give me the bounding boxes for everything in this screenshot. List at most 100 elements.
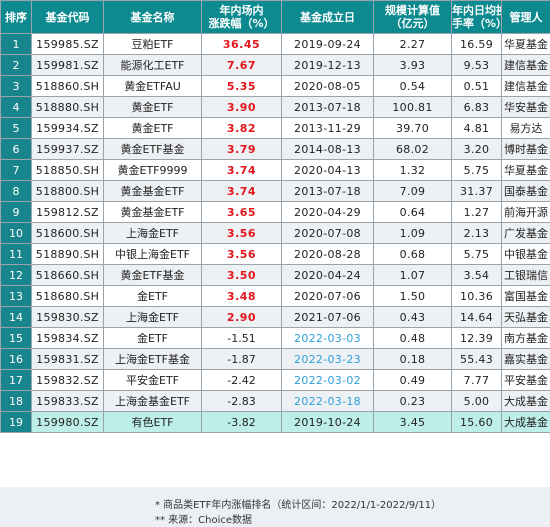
row-rank: 17 [0, 369, 32, 391]
table-row: 8 518800.SH 黄金基金ETF 3.74 2013-07-18 7.09… [0, 180, 550, 202]
header-turnover: 年内日均换 手率（%） [451, 0, 502, 34]
highlighted-table-row: 19 159980.SZ 有色ETF -3.82 2019-10-24 3.45… [0, 411, 550, 433]
row-turnover: 5.00 [451, 390, 502, 412]
table-footer: * 商品类ETF年内涨幅排名（统计区间：2022/1/1-2022/9/11） … [0, 487, 550, 527]
table-row: 13 518680.SH 金ETF 3.48 2020-07-06 1.50 1… [0, 285, 550, 307]
row-turnover: 10.36 [451, 285, 502, 307]
row-change: -3.82 [201, 411, 282, 433]
row-fund-name: 金ETF [103, 327, 202, 349]
table-row: 7 518850.SH 黄金ETF9999 3.74 2020-04-13 1.… [0, 159, 550, 181]
row-manager: 富国基金 [501, 285, 550, 307]
row-size: 1.07 [373, 264, 452, 286]
table-header-row: 排序 基金代码 基金名称 年内场内 涨跌幅（%） 基金成立日 规模计算值 （亿元… [0, 0, 550, 34]
row-manager: 博时基金 [501, 138, 550, 160]
row-turnover: 6.83 [451, 96, 502, 118]
row-manager: 建信基金 [501, 54, 550, 76]
row-change: 3.74 [201, 159, 282, 181]
row-rank: 8 [0, 180, 32, 202]
row-fund-name: 黄金ETF9999 [103, 159, 202, 181]
row-turnover: 3.54 [451, 264, 502, 286]
row-manager: 工银瑞信 [501, 264, 550, 286]
row-inception-date: 2019-12-13 [281, 54, 374, 76]
row-code: 518880.SH [31, 96, 104, 118]
row-size: 1.32 [373, 159, 452, 181]
row-rank: 14 [0, 306, 32, 328]
row-turnover: 3.20 [451, 138, 502, 160]
row-inception-date: 2013-07-18 [281, 180, 374, 202]
row-turnover: 1.27 [451, 201, 502, 223]
row-code: 159830.SZ [31, 306, 104, 328]
row-change: 36.45 [201, 33, 282, 55]
row-turnover: 55.43 [451, 348, 502, 370]
row-rank: 18 [0, 390, 32, 412]
row-manager: 广发基金 [501, 222, 550, 244]
row-code: 518680.SH [31, 285, 104, 307]
header-size-line2: （亿元） [390, 17, 435, 30]
row-change: 3.56 [201, 243, 282, 265]
row-size: 100.81 [373, 96, 452, 118]
row-size: 7.09 [373, 180, 452, 202]
row-manager: 平安基金 [501, 369, 550, 391]
row-manager: 天弘基金 [501, 306, 550, 328]
header-date: 基金成立日 [281, 0, 374, 34]
row-manager: 易方达 [501, 117, 550, 139]
row-rank: 4 [0, 96, 32, 118]
row-change: -2.83 [201, 390, 282, 412]
row-turnover: 15.60 [451, 411, 502, 433]
row-code: 159833.SZ [31, 390, 104, 412]
row-inception-date: 2020-08-28 [281, 243, 374, 265]
table-row: 12 518660.SH 黄金ETF基金 3.50 2020-04-24 1.0… [0, 264, 550, 286]
footnote-data-source: ** 来源：Choice数据 [155, 515, 253, 526]
table-row: 4 518880.SH 黄金ETF 3.90 2013-07-18 100.81… [0, 96, 550, 118]
header-change-line2: 涨跌幅（%） [208, 17, 275, 30]
table-row: 16 159831.SZ 上海金ETF基金 -1.87 2022-03-23 0… [0, 348, 550, 370]
row-turnover: 5.75 [451, 243, 502, 265]
row-size: 0.48 [373, 327, 452, 349]
row-inception-date: 2013-11-29 [281, 117, 374, 139]
row-rank: 9 [0, 201, 32, 223]
row-code: 518860.SH [31, 75, 104, 97]
row-change: 3.82 [201, 117, 282, 139]
row-size: 1.50 [373, 285, 452, 307]
row-manager: 华夏基金 [501, 159, 550, 181]
row-change: 7.67 [201, 54, 282, 76]
row-size: 0.54 [373, 75, 452, 97]
row-rank: 13 [0, 285, 32, 307]
row-inception-date: 2020-04-29 [281, 201, 374, 223]
row-manager: 大成基金 [501, 390, 550, 412]
footnote-ranking-period: * 商品类ETF年内涨幅排名（统计区间：2022/1/1-2022/9/11） [155, 500, 442, 511]
row-fund-name: 金ETF [103, 285, 202, 307]
row-manager: 嘉实基金 [501, 348, 550, 370]
table-row: 9 159812.SZ 黄金基金ETF 3.65 2020-04-29 0.64… [0, 201, 550, 223]
row-size: 0.64 [373, 201, 452, 223]
row-turnover: 31.37 [451, 180, 502, 202]
row-manager: 南方基金 [501, 327, 550, 349]
row-inception-date: 2019-09-24 [281, 33, 374, 55]
row-fund-name: 黄金ETF [103, 96, 202, 118]
row-code: 159812.SZ [31, 201, 104, 223]
row-turnover: 7.77 [451, 369, 502, 391]
row-size: 1.09 [373, 222, 452, 244]
row-inception-date: 2019-10-24 [281, 411, 374, 433]
row-code: 518850.SH [31, 159, 104, 181]
row-fund-name: 有色ETF [103, 411, 202, 433]
row-inception-date: 2020-04-13 [281, 159, 374, 181]
header-rank: 排序 [0, 0, 32, 34]
row-change: 3.65 [201, 201, 282, 223]
row-code: 159934.SZ [31, 117, 104, 139]
row-change: 3.48 [201, 285, 282, 307]
row-size: 0.18 [373, 348, 452, 370]
row-turnover: 0.51 [451, 75, 502, 97]
row-manager: 建信基金 [501, 75, 550, 97]
table-row: 14 159830.SZ 上海金ETF 2.90 2021-07-06 0.43… [0, 306, 550, 328]
row-rank: 6 [0, 138, 32, 160]
row-change: 3.90 [201, 96, 282, 118]
header-manager: 管理人 [501, 0, 550, 34]
row-manager: 华夏基金 [501, 33, 550, 55]
row-turnover: 9.53 [451, 54, 502, 76]
header-name: 基金名称 [103, 0, 202, 34]
row-code: 159831.SZ [31, 348, 104, 370]
row-fund-name: 黄金基金ETF [103, 201, 202, 223]
table-row: 3 518860.SH 黄金ETFAU 5.35 2020-08-05 0.54… [0, 75, 550, 97]
row-change: 2.90 [201, 306, 282, 328]
